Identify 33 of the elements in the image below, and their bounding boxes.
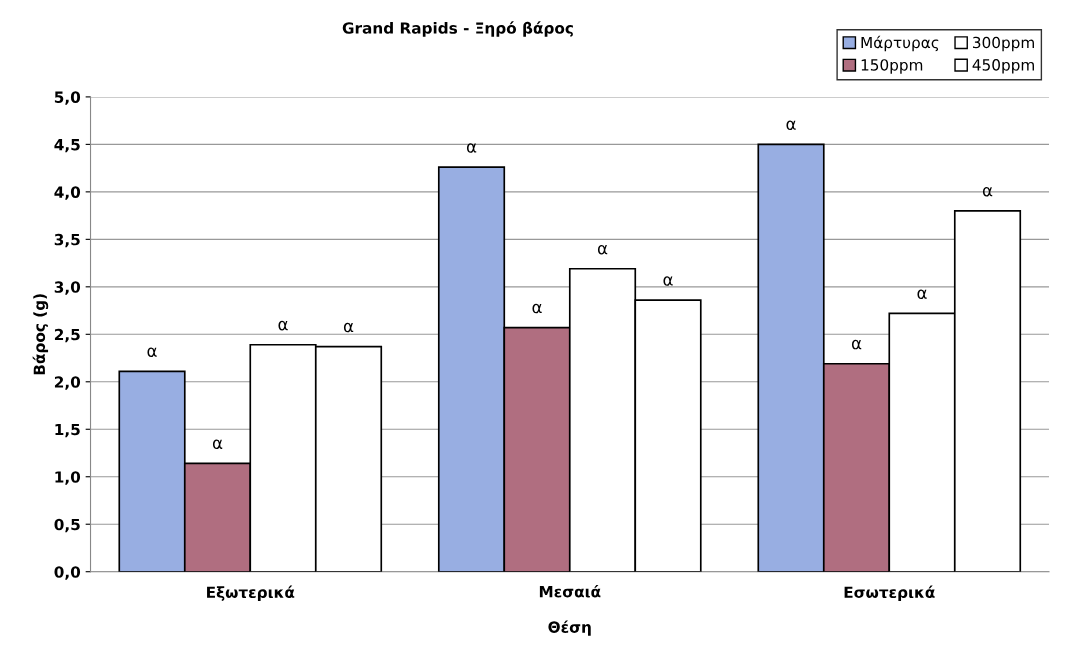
data-label: α [597,244,608,255]
y-tick-label: 3,0 [54,281,81,295]
y-tick-label: 0,0 [54,566,81,580]
data-label: α [532,303,542,314]
y-tick-label: 4,5 [54,139,80,153]
data-label: α [786,120,796,131]
y-axis-title: Βάρος (g) [32,294,49,375]
data-label: α [663,276,673,286]
y-tick-label: 1,0 [55,471,81,485]
y-tick-label: 4,0 [54,186,81,200]
data-label: α [851,339,862,350]
y-tick-label: 5,0 [54,91,81,105]
data-label: α [212,439,223,450]
legend-label: 300ppm [973,36,1034,52]
chart-title: Grand Rapids - Ξηρό βάρος [342,21,573,37]
x-tick-label: Μεσαιά [539,584,601,598]
x-axis-title: Θέση [548,620,591,636]
data-label: α [278,320,288,331]
legend-label: Μάρτυρας [861,35,939,52]
data-label: α [147,347,157,357]
data-label: α [466,143,477,153]
legend-label: 150ppm [861,59,923,74]
y-tick-label: 2,0 [54,376,81,390]
data-label: α [917,289,927,300]
data-label: α [982,186,993,197]
y-tick-label: 3,5 [54,233,80,248]
y-tick-label: 0,5 [54,518,80,533]
y-tick-label: 2,5 [54,328,80,343]
legend-label: 450ppm [972,59,1034,74]
data-label: α [343,322,354,333]
y-tick-label: 1,5 [55,423,80,438]
x-tick-label: Εξωτερικά [207,585,295,601]
x-tick-label: Εσωτερικά [844,585,935,601]
